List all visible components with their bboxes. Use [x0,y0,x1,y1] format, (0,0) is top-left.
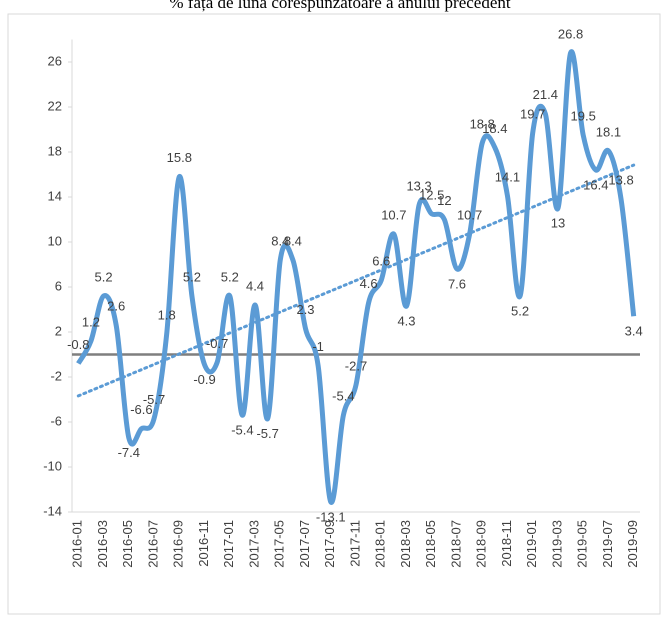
data-label: 5.2 [511,303,529,318]
data-label: 2.3 [296,302,314,317]
x-tick-label: 2018-09 [474,520,489,568]
chart-title: % față de luna corespunzătoare a anului … [169,0,511,12]
y-tick-label: 14 [48,188,62,203]
data-label: -6.6 [130,402,152,417]
data-label: -2.7 [345,358,367,373]
data-label: -1 [312,339,324,354]
data-label: -0.9 [193,372,215,387]
data-label: 16.4 [583,177,608,192]
data-label: -5.4 [332,389,354,404]
data-label: 12.5 [419,187,444,202]
x-tick-label: 2016-03 [95,520,110,568]
data-label: 12 [437,193,451,208]
data-label: -5.4 [231,423,253,438]
data-label: 6.6 [372,254,390,269]
data-label: 21.4 [533,87,558,102]
data-label: 19.5 [571,109,596,124]
data-label: 5.2 [183,269,201,284]
x-tick-label: 2017-11 [347,520,362,567]
x-tick-label: 2016-09 [171,520,186,568]
data-label: 10.7 [457,208,482,223]
data-label: 18.8 [470,116,495,131]
data-label: -5.7 [143,392,165,407]
data-label: 15.8 [167,150,192,165]
data-label: 4.4 [246,278,264,293]
data-label: 19.7 [520,106,545,121]
trend-line [76,163,636,398]
x-tick-label: 2019-05 [575,520,590,568]
data-label: 13.8 [608,173,633,188]
data-label: 18.4 [482,121,507,136]
data-label: 8.4 [271,233,289,248]
x-tick-label: 2017-01 [221,520,236,568]
data-label: 26.8 [558,26,583,41]
data-label: 1.2 [82,314,100,329]
chart-frame [7,13,661,615]
data-label: 1.8 [158,308,176,323]
x-tick-label: 2019-07 [600,520,615,568]
data-line [76,49,637,505]
x-tick-label: 2019-03 [549,520,564,568]
data-label: -5.7 [256,426,278,441]
x-tick-label: 2018-07 [448,520,463,568]
data-label: 4.6 [360,276,378,291]
y-tick-label: 22 [48,98,62,113]
data-label: 7.6 [448,276,466,291]
y-tick-label: 2 [55,323,62,338]
data-label: 10.7 [381,208,406,223]
data-label: 13.3 [406,178,431,193]
x-tick-label: 2019-09 [625,520,640,568]
data-label: -13.1 [316,509,346,524]
data-label: 5.2 [95,269,113,284]
data-label: 4.3 [397,314,415,329]
y-tick-label: -14 [43,503,62,518]
y-tick-label: -2 [50,368,62,383]
y-tick-label: 18 [48,143,62,158]
data-label: 18.1 [596,124,621,139]
data-label: -7.4 [118,445,140,460]
y-tick-label: 6 [55,278,62,293]
y-tick-label: -10 [43,458,62,473]
x-tick-label: 2018-03 [398,520,413,568]
x-tick-label: 2016-07 [145,520,160,568]
x-tick-label: 2018-01 [373,520,388,568]
x-tick-label: 2017-07 [297,520,312,568]
x-tick-label: 2016-01 [70,520,85,568]
data-label: 14.1 [495,169,520,184]
y-tick-label: -6 [50,413,62,428]
y-tick-label: 26 [48,53,62,68]
data-label: 13 [551,216,565,231]
x-tick-label: 2017-05 [272,520,287,568]
data-label: 2.6 [107,299,125,314]
x-tick-label: 2017-03 [246,520,261,568]
x-tick-label: 2016-05 [120,520,135,568]
x-tick-label: 2019-01 [524,520,539,568]
data-label: 5.2 [221,269,239,284]
data-label: -0.8 [67,337,89,352]
data-label: 8.4 [284,233,302,248]
x-tick-label: 2016-11 [196,520,211,567]
data-label: -0.7 [206,336,228,351]
x-tick-label: 2018-05 [423,520,438,568]
x-tick-label: 2018-11 [499,520,514,567]
y-tick-label: 10 [48,233,62,248]
data-label: 3.4 [625,324,643,339]
x-tick-label: 2017-09 [322,520,337,568]
